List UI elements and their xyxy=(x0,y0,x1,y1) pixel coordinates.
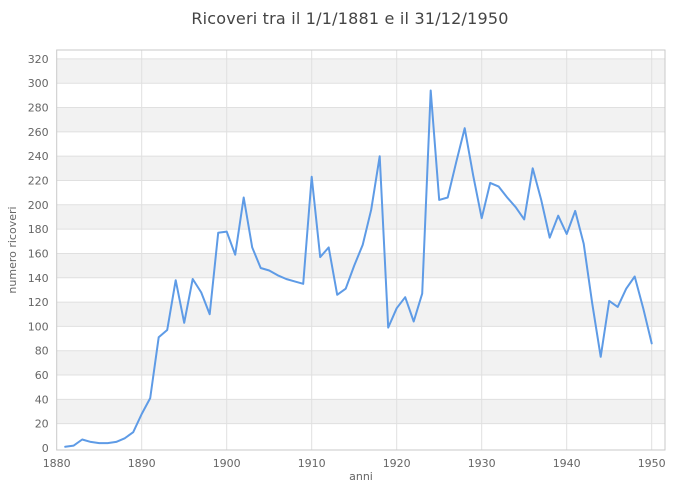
svg-text:20: 20 xyxy=(35,418,49,431)
svg-text:1900: 1900 xyxy=(213,457,241,470)
svg-text:1910: 1910 xyxy=(298,457,326,470)
svg-text:160: 160 xyxy=(28,247,49,260)
svg-text:280: 280 xyxy=(28,102,49,115)
svg-text:120: 120 xyxy=(28,296,49,309)
svg-text:320: 320 xyxy=(28,53,49,66)
svg-text:1890: 1890 xyxy=(128,457,156,470)
svg-text:1940: 1940 xyxy=(553,457,581,470)
x-axis-tick-labels: 1880 1890 1900 1910 1920 1930 1940 1950 xyxy=(43,457,666,470)
svg-text:1950: 1950 xyxy=(638,457,666,470)
svg-text:140: 140 xyxy=(28,272,49,285)
y-axis-tick-labels: 0 20 40 60 80 100 120 140 160 180 200 220 240 260 280 3… xyxy=(28,53,49,455)
gridlines xyxy=(56,50,665,450)
svg-text:100: 100 xyxy=(28,320,49,333)
svg-text:260: 260 xyxy=(28,126,49,139)
svg-text:80: 80 xyxy=(35,345,49,358)
x-axis-title: anni xyxy=(349,470,373,483)
svg-text:0: 0 xyxy=(42,442,49,455)
svg-text:40: 40 xyxy=(35,393,49,406)
svg-text:180: 180 xyxy=(28,223,49,236)
svg-text:1920: 1920 xyxy=(383,457,411,470)
svg-text:240: 240 xyxy=(28,150,49,163)
y-axis-title: numero ricoveri xyxy=(6,206,19,293)
plot-border xyxy=(56,49,666,451)
svg-text:1930: 1930 xyxy=(468,457,496,470)
svg-text:300: 300 xyxy=(28,77,49,90)
data-line xyxy=(64,89,653,448)
svg-text:1880: 1880 xyxy=(43,457,71,470)
background-bands xyxy=(56,58,665,424)
svg-text:200: 200 xyxy=(28,199,49,212)
svg-text:60: 60 xyxy=(35,369,49,382)
chart-title: Ricoveri tra il 1/1/1881 e il 31/12/1950 xyxy=(191,9,509,28)
svg-text:220: 220 xyxy=(28,174,49,187)
